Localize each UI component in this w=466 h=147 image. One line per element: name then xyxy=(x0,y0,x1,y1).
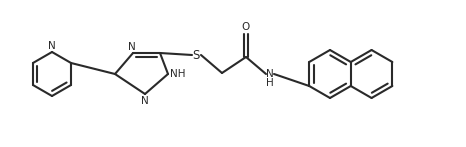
Text: N: N xyxy=(141,96,149,106)
Text: O: O xyxy=(242,22,250,32)
Text: NH: NH xyxy=(170,69,185,79)
Text: S: S xyxy=(192,49,200,61)
Text: N: N xyxy=(266,69,274,79)
Text: H: H xyxy=(266,78,274,88)
Text: N: N xyxy=(48,41,56,51)
Text: N: N xyxy=(128,41,136,51)
